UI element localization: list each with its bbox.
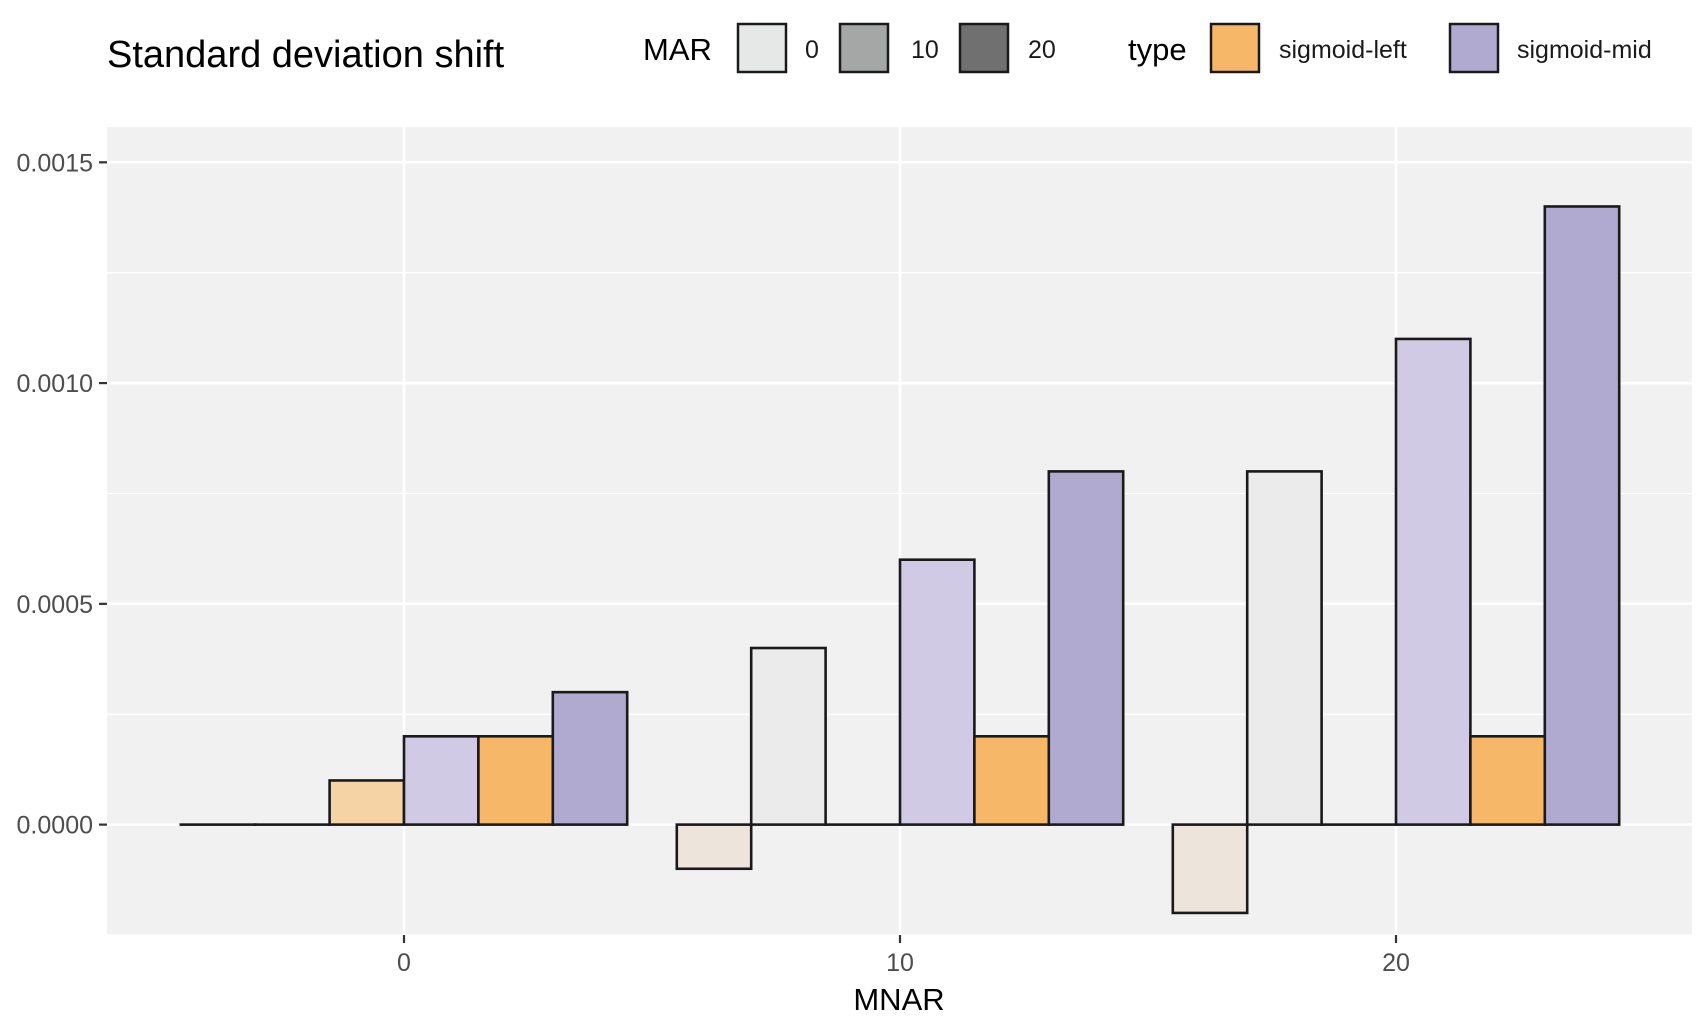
legend-mar-label-10: 10 bbox=[911, 36, 939, 64]
y-tick-label: 0.0000 bbox=[17, 812, 93, 840]
bar-mnar0-mar20-sigmoid-left bbox=[477, 735, 555, 826]
bar-mnar10-mar0-sigmoid-mid bbox=[749, 646, 827, 826]
chart-title: Standard deviation shift bbox=[107, 34, 505, 76]
x-tick-label: 0 bbox=[397, 949, 411, 977]
y-tick-label: 0.0015 bbox=[17, 149, 93, 177]
bar-mnar10-mar20-sigmoid-mid bbox=[1047, 470, 1125, 826]
bar-mnar20-mar0-sigmoid-left bbox=[1171, 823, 1249, 915]
bar-mnar10-mar20-sigmoid-left bbox=[973, 735, 1051, 826]
legend-mar-label-20: 20 bbox=[1028, 36, 1056, 64]
legend-type-label-sigmoid-mid: sigmoid-mid bbox=[1517, 36, 1652, 64]
bar-mnar10-mar0-sigmoid-left bbox=[675, 823, 753, 871]
legend-mar-title: MAR bbox=[643, 32, 712, 67]
bar-mnar20-mar20-sigmoid-left bbox=[1469, 735, 1547, 826]
bar-mnar20-mar0-sigmoid-mid bbox=[1245, 470, 1323, 826]
legend-mar-swatch-10 bbox=[838, 22, 890, 74]
x-tick-label: 10 bbox=[886, 949, 914, 977]
bar-mnar0-mar10-sigmoid-left bbox=[328, 779, 406, 826]
legend-type-label-sigmoid-left: sigmoid-left bbox=[1279, 36, 1407, 64]
x-axis: 0 10 20 bbox=[397, 935, 1410, 977]
legend-type-title: type bbox=[1128, 32, 1187, 67]
legend-mar-swatch-20 bbox=[958, 22, 1010, 74]
bars bbox=[179, 205, 1621, 915]
legend-type-swatch-sigmoid-left bbox=[1209, 22, 1261, 74]
legend-type-swatch-sigmoid-mid bbox=[1448, 22, 1500, 74]
legend-mar-label-0: 0 bbox=[805, 36, 819, 64]
legend-mar: MAR 0 10 20 bbox=[643, 22, 1056, 74]
y-axis: 0.0000 0.0005 0.0010 0.0015 bbox=[17, 149, 107, 840]
x-axis-title: MNAR bbox=[853, 982, 944, 1017]
legend-mar-swatch-0 bbox=[736, 22, 788, 74]
bar-mnar20-mar20-sigmoid-mid bbox=[1543, 205, 1621, 826]
bar-mnar20-mar10-sigmoid-mid bbox=[1394, 337, 1472, 826]
bar-mnar0-mar20-sigmoid-mid bbox=[551, 690, 629, 826]
y-tick-label: 0.0005 bbox=[17, 591, 93, 619]
y-tick-label: 0.0010 bbox=[17, 370, 93, 398]
bar-mnar10-mar10-sigmoid-mid bbox=[898, 558, 976, 826]
bar-mnar0-mar10-sigmoid-mid bbox=[402, 735, 480, 826]
legend-type: type sigmoid-left sigmoid-mid bbox=[1128, 22, 1652, 74]
x-tick-label: 20 bbox=[1382, 949, 1410, 977]
